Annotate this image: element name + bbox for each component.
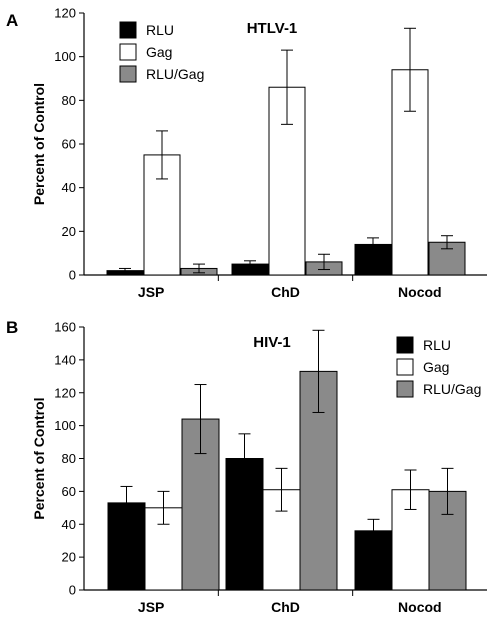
y-tick-label: 20 <box>62 550 76 565</box>
panel-label: B <box>6 318 18 337</box>
y-axis-title: Percent of Control <box>31 83 47 205</box>
legend-swatch <box>119 65 137 83</box>
y-tick-label: 0 <box>69 268 76 283</box>
panel-label: A <box>6 11 18 30</box>
category-label-nocod: Nocod <box>398 599 442 615</box>
chart-title: HTLV-1 <box>247 20 298 37</box>
y-tick-label: 120 <box>54 385 76 400</box>
y-tick-label: 60 <box>62 484 76 499</box>
legend: RLU Gag RLU/Gag <box>396 336 481 398</box>
category-label-nocod: Nocod <box>398 284 442 300</box>
legend: RLU Gag RLU/Gag <box>119 21 204 83</box>
y-axis-title: Percent of Control <box>31 397 47 519</box>
y-tick-label: 20 <box>62 224 76 239</box>
y-tick-label: 160 <box>54 320 76 335</box>
legend-label: Gag <box>146 44 172 60</box>
y-tick-label: 140 <box>54 352 76 367</box>
chart-panel-b: B 0 20 40 60 80 100 120 140 160 Percent of Control… <box>6 318 487 615</box>
category-label-jsp: JSP <box>138 284 164 300</box>
category-label-chd: ChD <box>271 284 300 300</box>
legend-swatch <box>396 358 414 376</box>
y-tick-label: 100 <box>54 418 76 433</box>
legend-label: RLU/Gag <box>146 66 204 82</box>
legend-swatch <box>119 43 137 61</box>
legend-label: RLU/Gag <box>423 381 481 397</box>
chart-panel-a: A 0 20 40 60 80 100 120 Percent of Control HTLV-1… <box>6 6 487 300</box>
y-tick-label: 120 <box>54 6 76 21</box>
y-tick-label: 100 <box>54 49 76 64</box>
legend-swatch <box>396 380 414 398</box>
category-label-jsp: JSP <box>138 599 164 615</box>
y-tick-label: 80 <box>62 93 76 108</box>
y-tick-label: 0 <box>69 583 76 598</box>
legend-swatch <box>119 21 137 39</box>
legend-label: RLU <box>146 22 174 38</box>
y-tick-label: 40 <box>62 180 76 195</box>
y-tick-label: 80 <box>62 451 76 466</box>
y-tick-label: 40 <box>62 517 76 532</box>
legend-label: Gag <box>423 359 449 375</box>
chart-title: HIV-1 <box>253 334 291 351</box>
y-tick-label: 60 <box>62 137 76 152</box>
legend-label: RLU <box>423 337 451 353</box>
legend-swatch <box>396 336 414 354</box>
category-label-chd: ChD <box>271 599 300 615</box>
